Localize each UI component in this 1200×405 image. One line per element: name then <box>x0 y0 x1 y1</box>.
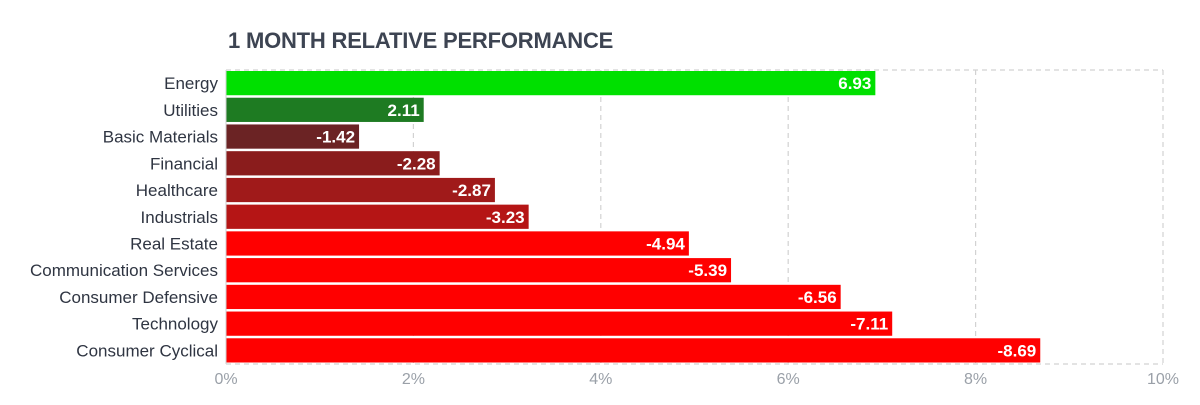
category-label: Technology <box>132 315 219 334</box>
category-label: Industrials <box>141 208 218 227</box>
data-label: -8.69 <box>998 341 1037 360</box>
data-label: -3.23 <box>486 208 525 227</box>
category-label: Consumer Defensive <box>59 288 218 307</box>
data-label: -4.94 <box>646 234 685 253</box>
x-tick-label: 4% <box>589 371 612 388</box>
bar <box>226 231 689 256</box>
bar <box>226 124 360 149</box>
x-tick-label: 0% <box>214 371 237 388</box>
category-label: Utilities <box>163 101 218 120</box>
data-label: 6.93 <box>838 74 871 93</box>
data-label: 2.11 <box>388 101 420 120</box>
category-label: Consumer Cyclical <box>76 341 218 360</box>
data-label: -6.56 <box>798 288 837 307</box>
bar <box>226 204 529 229</box>
bar <box>226 311 893 336</box>
bar <box>226 177 495 203</box>
category-label: Financial <box>150 154 218 173</box>
bar <box>226 258 732 283</box>
bar <box>226 151 440 176</box>
x-tick-label: 6% <box>777 371 800 388</box>
category-label: Basic Materials <box>103 128 218 147</box>
category-label: Energy <box>164 74 218 93</box>
bar <box>226 338 1041 363</box>
x-tick-label: 10% <box>1147 371 1179 388</box>
bar <box>226 71 876 96</box>
data-label: -7.11 <box>850 315 888 334</box>
category-label: Real Estate <box>130 234 218 253</box>
category-label: Healthcare <box>136 181 218 200</box>
x-tick-label: 2% <box>402 371 425 388</box>
data-label: -2.28 <box>397 154 436 173</box>
bar <box>226 284 841 310</box>
category-label: Communication Services <box>30 261 218 280</box>
bar <box>226 97 424 122</box>
data-label: -5.39 <box>688 261 727 280</box>
chart-title: 1 MONTH RELATIVE PERFORMANCE <box>228 28 614 53</box>
x-tick-label: 8% <box>964 371 987 388</box>
data-label: -2.87 <box>452 181 491 200</box>
data-label: -1.42 <box>316 128 355 147</box>
